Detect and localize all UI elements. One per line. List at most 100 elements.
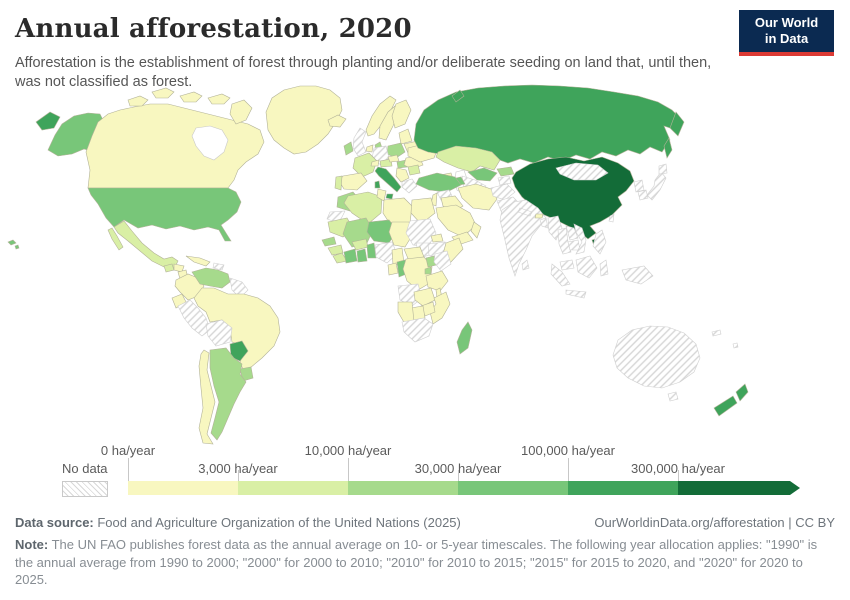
country-hawaii[interactable] [7, 239, 20, 250]
citation-link[interactable]: OurWorldinData.org/afforestation | CC BY [594, 515, 835, 530]
country-laos[interactable] [565, 225, 579, 241]
country-canada[interactable] [85, 103, 265, 189]
country-south-africa[interactable] [401, 317, 434, 343]
country-sulawesi[interactable] [599, 259, 609, 277]
country-malaysia[interactable] [559, 259, 575, 271]
country-hispaniola[interactable] [212, 262, 225, 271]
country-sumatra[interactable] [550, 263, 571, 287]
country-usa[interactable] [87, 187, 242, 242]
country-algeria[interactable] [343, 191, 383, 225]
country-philippines[interactable] [592, 229, 607, 255]
country-spain[interactable] [338, 172, 368, 191]
country-bolivia[interactable] [205, 319, 233, 347]
country-nepal[interactable] [517, 207, 533, 217]
country-eritrea[interactable] [430, 233, 444, 243]
country-tasmania[interactable] [667, 391, 679, 402]
country-cuba[interactable] [185, 255, 211, 267]
legend-bin-1[interactable] [128, 481, 238, 495]
country-bangladesh[interactable] [539, 217, 549, 229]
country-argentina[interactable] [209, 347, 247, 441]
country-kenya[interactable] [433, 250, 452, 272]
country-balkans[interactable] [395, 167, 410, 183]
legend-label-10000: 10,000 ha/year [304, 443, 392, 458]
legend-tick [678, 470, 679, 481]
country-greece[interactable] [401, 178, 418, 194]
country-iceland[interactable] [327, 114, 347, 128]
country-guinea[interactable] [327, 244, 344, 256]
country-kamchatka[interactable] [669, 111, 685, 137]
country-kazakhstan[interactable] [435, 145, 501, 173]
country-saudi-arabia[interactable] [435, 204, 477, 238]
country-drc[interactable] [402, 256, 433, 291]
country-togo-benin[interactable] [366, 242, 377, 259]
country-uk[interactable] [352, 127, 367, 157]
legend-bin-2[interactable] [238, 481, 348, 495]
country-sakhalin[interactable] [663, 137, 673, 159]
country-finland[interactable] [391, 99, 412, 129]
country-new-caledonia[interactable] [711, 329, 722, 337]
country-canada-islands[interactable] [127, 87, 253, 125]
country-japan[interactable] [646, 171, 667, 201]
country-india[interactable] [499, 199, 547, 277]
country-chukotka[interactable] [35, 111, 61, 131]
country-hokkaido[interactable] [658, 163, 668, 175]
country-borneo[interactable] [575, 255, 598, 279]
country-france[interactable] [352, 152, 378, 178]
country-taiwan[interactable] [608, 213, 615, 223]
country-rwanda-burundi[interactable] [424, 266, 432, 275]
legend-bin-3[interactable] [348, 481, 458, 495]
country-tajikistan[interactable] [497, 175, 512, 186]
country-sri-lanka[interactable] [521, 259, 530, 271]
country-vietnam[interactable] [573, 223, 587, 255]
country-chile[interactable] [198, 349, 216, 445]
country-switzerland[interactable] [370, 159, 380, 167]
country-new-guinea[interactable] [621, 265, 654, 285]
country-cote-divoire[interactable] [343, 248, 358, 264]
country-iran[interactable] [457, 183, 498, 211]
country-austria[interactable] [379, 158, 393, 168]
country-senegal[interactable] [321, 236, 337, 247]
country-afghanistan[interactable] [490, 183, 516, 201]
country-benelux[interactable] [365, 144, 374, 153]
country-java[interactable] [565, 289, 587, 299]
country-kyrgyzstan[interactable] [496, 166, 515, 177]
country-ireland[interactable] [343, 141, 354, 156]
country-venezuela[interactable] [191, 267, 231, 289]
country-mongolia[interactable] [555, 162, 609, 181]
country-madagascar[interactable] [456, 321, 473, 355]
owid-logo[interactable]: Our World in Data [739, 10, 834, 56]
country-new-zealand-south[interactable] [713, 395, 738, 417]
country-nigeria[interactable] [374, 241, 398, 264]
country-new-zealand-north[interactable] [735, 383, 749, 402]
country-turkey[interactable] [415, 172, 462, 193]
country-bulgaria[interactable] [407, 164, 421, 176]
country-mozambique[interactable] [429, 291, 451, 325]
country-gabon[interactable] [387, 262, 399, 276]
country-norway[interactable] [365, 95, 397, 137]
country-hungary[interactable] [396, 159, 408, 169]
country-chad[interactable] [388, 221, 414, 248]
legend-bin-5[interactable] [568, 481, 678, 495]
country-novaya-zemlya[interactable] [451, 89, 465, 103]
legend-no-data-swatch[interactable] [62, 481, 108, 497]
country-oman[interactable] [470, 221, 482, 239]
legend-bin-4[interactable] [458, 481, 568, 495]
country-egypt[interactable] [410, 197, 436, 225]
legend-bin-6[interactable] [678, 481, 800, 495]
country-tanzania[interactable] [425, 270, 449, 292]
country-fiji[interactable] [732, 342, 739, 349]
country-bhutan[interactable] [534, 213, 544, 219]
country-uzbekistan[interactable] [467, 167, 498, 182]
country-thailand[interactable] [557, 227, 572, 255]
country-greenland[interactable] [265, 85, 343, 155]
country-australia[interactable] [612, 325, 701, 389]
country-cambodia[interactable] [567, 239, 581, 251]
country-czechia[interactable] [387, 154, 400, 163]
country-ghana[interactable] [356, 248, 368, 263]
country-mexico[interactable] [107, 220, 179, 270]
country-north-korea[interactable] [633, 179, 645, 193]
country-zambia[interactable] [413, 287, 436, 307]
country-south-korea[interactable] [637, 189, 649, 201]
country-portugal[interactable] [334, 175, 343, 191]
country-baltics[interactable] [398, 128, 413, 145]
